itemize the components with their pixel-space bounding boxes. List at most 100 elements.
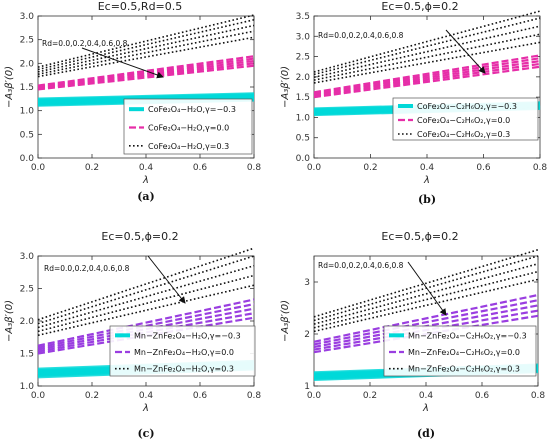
legend-entry: Mn−ZnFe₂O₄−H₂O,γ=0.3	[134, 365, 234, 374]
x-tick-label: 0.4	[420, 163, 435, 173]
y-tick-label: 2.5	[20, 36, 34, 46]
chart-panel-2: Ec=0.5,ϕ=0.2 0.0 0.2 0.4 0.6 0.8 0.0 0.5 1.0 1.5 2…	[280, 0, 547, 206]
x-tick-label: 0.0	[307, 163, 322, 173]
y-tick-label: 2.0	[20, 317, 35, 327]
series-2-line-4	[37, 57, 255, 88]
x-axis-label: λ	[142, 175, 149, 186]
y-tick-label: 2	[304, 330, 310, 340]
series-2-line-5	[313, 54, 541, 94]
series-2-line-3	[37, 59, 255, 89]
x-tick-label: 0.8	[533, 163, 548, 173]
series-2-line-1	[313, 65, 541, 99]
panel-label: (b)	[418, 193, 436, 206]
annotation-arrow	[445, 29, 486, 74]
x-tick-label: 0.8	[531, 391, 546, 401]
legend-entry: Mn−ZnFe₂O₄−C₂H₆O₂,γ=0.0	[408, 348, 520, 357]
y-axis-label: −A₃β′(0)	[280, 66, 291, 108]
series-3-line-5	[313, 10, 541, 73]
chart-panel-4: Ec=0.5,ϕ=0.2 0.0 0.2 0.4 0.6 0.8 1 2 3 λ −A₃β′(0) R…	[280, 230, 545, 440]
y-axis-label: −A₃β′(0)	[4, 300, 15, 342]
rd-annotation: Rd=0.0,0.2,0.4,0.6,0.8	[318, 31, 404, 40]
panel-label: (c)	[137, 427, 154, 440]
series-1-line-5	[37, 92, 255, 104]
series-3-line-5	[37, 14, 255, 68]
y-axis-label: −A₃β′(0)	[4, 66, 15, 108]
annotation-arrow	[407, 261, 447, 316]
series-2-line-2	[37, 62, 255, 90]
legend-entry: CoFe₂O₄−H₂O,γ=0.0	[148, 124, 229, 133]
y-tick-label: 3.5	[296, 12, 310, 22]
legend-box	[392, 97, 539, 141]
y-tick-label: 3.0	[296, 32, 311, 42]
panel-title: Ec=0.5,Rd=0.5	[98, 0, 183, 13]
annotation-arrow	[81, 47, 164, 79]
series-3-line-2	[37, 30, 255, 76]
series-2-line-1	[37, 64, 255, 91]
legend-box	[109, 325, 256, 377]
y-tick-label: 3.0	[20, 252, 35, 262]
y-tick-label: 1.0	[20, 382, 35, 392]
series-2-line-4	[313, 299, 539, 346]
series-3-line-5	[313, 248, 539, 318]
y-tick-label: 0.0	[20, 154, 35, 164]
y-tick-label: 3	[304, 278, 310, 288]
x-tick-label: 0.6	[475, 391, 490, 401]
y-tick-label: 2.0	[296, 73, 311, 83]
x-tick-label: 0.2	[85, 163, 99, 173]
x-tick-label: 0.2	[363, 163, 377, 173]
series-2-line-2	[37, 312, 255, 353]
panel-title: Ec=0.5,ϕ=0.2	[381, 230, 458, 243]
x-tick-label: 0.0	[31, 391, 46, 401]
legend-entry: Mn−ZnFe₂O₄−C₂H₆O₂,γ=−0.3	[408, 331, 527, 340]
panel-title: Ec=0.5,ϕ=0.2	[101, 230, 178, 243]
y-tick-label: 0.5	[296, 134, 310, 144]
legend-box	[383, 325, 537, 377]
legend-box	[123, 98, 253, 155]
rd-annotation: Rd=0.0,0.2,0.4,0.6,0.8	[44, 264, 130, 273]
series-3-line-2	[37, 274, 255, 333]
panel-title: Ec=0.5,ϕ=0.2	[381, 0, 458, 13]
panel-label: (d)	[417, 427, 435, 440]
series-3-line-3	[313, 25, 541, 79]
series-2-line-2	[313, 62, 541, 98]
y-tick-label: 1.5	[20, 83, 34, 93]
x-tick-label: 0.6	[193, 163, 208, 173]
legend-entry: Mn−ZnFe₂O₄−C₂H₆O₂,γ=0.3	[408, 365, 520, 374]
x-tick-label: 0.2	[363, 391, 377, 401]
series-3-line-4	[37, 19, 255, 71]
x-tick-label: 0.4	[139, 163, 154, 173]
legend-entry: Mn−ZnFe₂O₄−H₂O,γ=0.0	[134, 348, 234, 357]
series-2-line-5	[313, 293, 539, 343]
x-tick-label: 0.8	[247, 391, 262, 401]
series-3-line-1	[37, 284, 255, 337]
series-2-line-5	[37, 298, 255, 347]
y-tick-label: 2.5	[20, 285, 34, 295]
y-tick-label: 0.0	[296, 154, 311, 164]
y-tick-label: 2.5	[296, 53, 310, 63]
x-tick-label: 0.2	[85, 391, 99, 401]
legend-entry: CoFe₂O₄−C₂H₆O₂,γ=−0.3	[417, 102, 517, 111]
x-tick-label: 0.6	[193, 391, 208, 401]
y-tick-label: 3.0	[20, 12, 35, 22]
legend-entry: CoFe₂O₄−C₂H₆O₂,γ=0.3	[417, 130, 510, 139]
chart-panel-3: Ec=0.5,ϕ=0.2 0.0 0.2 0.4 0.6 0.8 1.0 1.5 2.0 2.5 3…	[4, 230, 261, 440]
y-tick-label: 1.0	[20, 107, 35, 117]
x-axis-label: λ	[422, 403, 429, 414]
y-tick-label: 0.5	[20, 130, 34, 140]
series-2-line-4	[313, 57, 541, 95]
series-2-line-3	[37, 307, 255, 351]
y-axis-label: −A₃β′(0)	[280, 300, 291, 342]
series-3-line-4	[37, 255, 255, 325]
rd-annotation: Rd=0.0,0.2,0.4,0.6,0.8	[318, 261, 404, 270]
x-tick-label: 0.6	[476, 163, 491, 173]
series-3-line-4	[313, 17, 541, 76]
series-2-line-3	[313, 59, 541, 96]
y-tick-label: 1	[304, 382, 310, 392]
x-tick-label: 0.4	[139, 391, 154, 401]
panel-label: (a)	[137, 190, 155, 203]
y-tick-label: 1.0	[296, 113, 311, 123]
series-3-line-4	[313, 255, 539, 322]
x-axis-label: λ	[423, 175, 430, 186]
rd-annotation: Rd=0.0,0.2,0.4,0.6,0.8	[42, 39, 128, 48]
x-tick-label: 0.0	[307, 391, 322, 401]
